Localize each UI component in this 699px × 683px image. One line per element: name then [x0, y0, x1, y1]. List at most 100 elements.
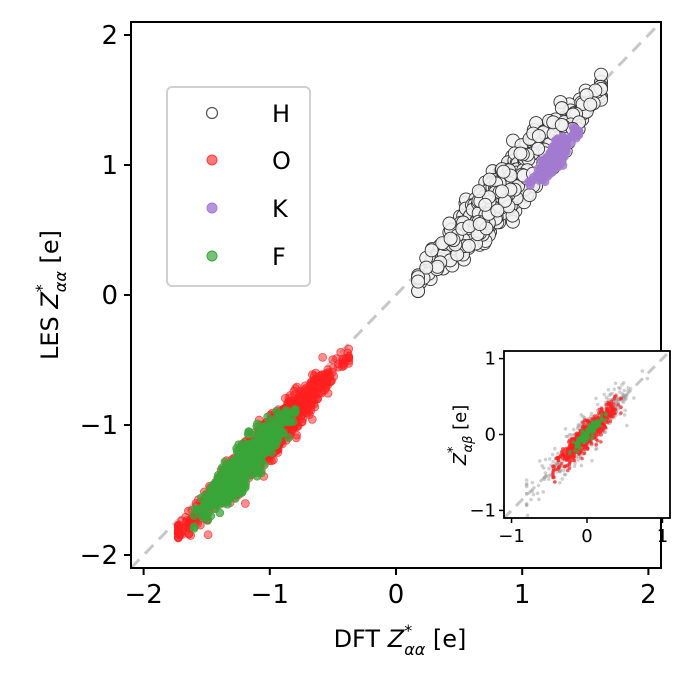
inset-point-f [580, 430, 585, 434]
inset-point-h [530, 489, 534, 493]
inset-point-h [576, 425, 580, 429]
inset-point-h [632, 396, 636, 400]
inset-point-f [592, 428, 597, 433]
point-h [531, 129, 546, 143]
inset-point-f [583, 436, 588, 441]
point-o [344, 344, 354, 354]
point-f [252, 471, 262, 481]
point-k [536, 169, 546, 179]
inset-point-h [624, 393, 629, 397]
point-o [309, 371, 319, 381]
inset-point-h [560, 477, 565, 481]
point-h [513, 146, 528, 161]
inset-point-o [556, 458, 561, 463]
inset-x-tick-label: 1 [657, 526, 668, 547]
inset-point-h [524, 482, 529, 487]
point-h [554, 117, 569, 132]
point-f [216, 484, 226, 494]
inset-point-h [576, 423, 581, 427]
point-o [316, 378, 326, 388]
inset-x-tick-label: −1 [498, 526, 525, 547]
inset-point-h [621, 395, 626, 400]
inset-point-o [568, 454, 573, 458]
point-o [268, 455, 278, 465]
legend-label-h: H [272, 100, 290, 128]
inset-point-o [609, 399, 614, 404]
inset-point-h [531, 492, 536, 497]
point-f [273, 435, 283, 445]
point-o [317, 388, 327, 398]
inset-point-f [587, 426, 591, 431]
inset-point-h [609, 392, 613, 396]
inset-point-h [541, 466, 546, 470]
inset-point-h [622, 397, 626, 401]
inset-point-h [622, 393, 626, 397]
inset-point-o [609, 413, 614, 418]
inset-y-tick-label: 1 [485, 349, 496, 370]
inset-point-h [542, 477, 547, 482]
inset-point-h [572, 464, 577, 469]
point-f [244, 427, 253, 436]
inset-point-o [594, 443, 598, 447]
point-h [419, 260, 434, 275]
point-f [220, 457, 230, 467]
inset-point-h [564, 434, 569, 439]
point-h [482, 172, 497, 187]
inset-point-h [573, 461, 577, 466]
inset-point-h [547, 466, 551, 471]
inset-point-h [571, 427, 576, 432]
point-h [442, 216, 457, 231]
point-f [236, 464, 246, 474]
inset-point-o [602, 422, 607, 427]
inset-point-h [541, 490, 546, 494]
inset-point-o [558, 454, 563, 459]
point-f [254, 464, 263, 474]
inset-point-h [547, 474, 551, 478]
point-f [285, 417, 295, 427]
inset-point-f [567, 451, 572, 456]
point-k [559, 144, 568, 153]
point-o [178, 523, 187, 532]
point-f [240, 476, 249, 486]
inset-point-h [613, 381, 618, 386]
inset-point-h [558, 469, 562, 474]
point-f [253, 446, 262, 456]
point-f [212, 493, 221, 502]
inset-point-h [622, 388, 627, 393]
point-o [186, 531, 196, 540]
x-tick-label: −2 [124, 580, 162, 610]
legend-marker-k [206, 202, 218, 214]
inset-point-o [571, 455, 576, 460]
inset-point-h [555, 470, 560, 474]
inset-point-h [524, 501, 529, 506]
inset-point-h [626, 386, 631, 390]
inset-point-h [553, 446, 557, 451]
point-o [240, 499, 250, 508]
point-o [294, 394, 304, 404]
y-tick-label: −2 [80, 541, 118, 571]
point-f [232, 455, 241, 464]
inset-y-axis-title: Z*αβ [e] [446, 405, 476, 467]
point-h [424, 243, 439, 258]
point-o [325, 371, 335, 381]
inset-point-h [537, 497, 541, 502]
inset-point-h [524, 502, 529, 507]
inset-point-o [552, 480, 557, 484]
inset-point-h [594, 396, 598, 401]
inset-point-h [524, 491, 529, 496]
inset-y-tick-label: −1 [469, 500, 496, 521]
legend-label-o: O [272, 147, 291, 175]
inset-point-h [623, 397, 628, 402]
inset-point-h [594, 447, 598, 452]
inset-point-f [577, 436, 581, 440]
inset-point-h [579, 413, 583, 417]
point-h [583, 97, 598, 112]
point-f [215, 508, 225, 518]
point-h [496, 164, 511, 179]
inset-point-f [599, 417, 604, 422]
inset-point-h [546, 477, 551, 481]
inset-point-f [585, 431, 590, 436]
inset-point-o [561, 449, 566, 453]
inset-point-o [585, 446, 590, 450]
